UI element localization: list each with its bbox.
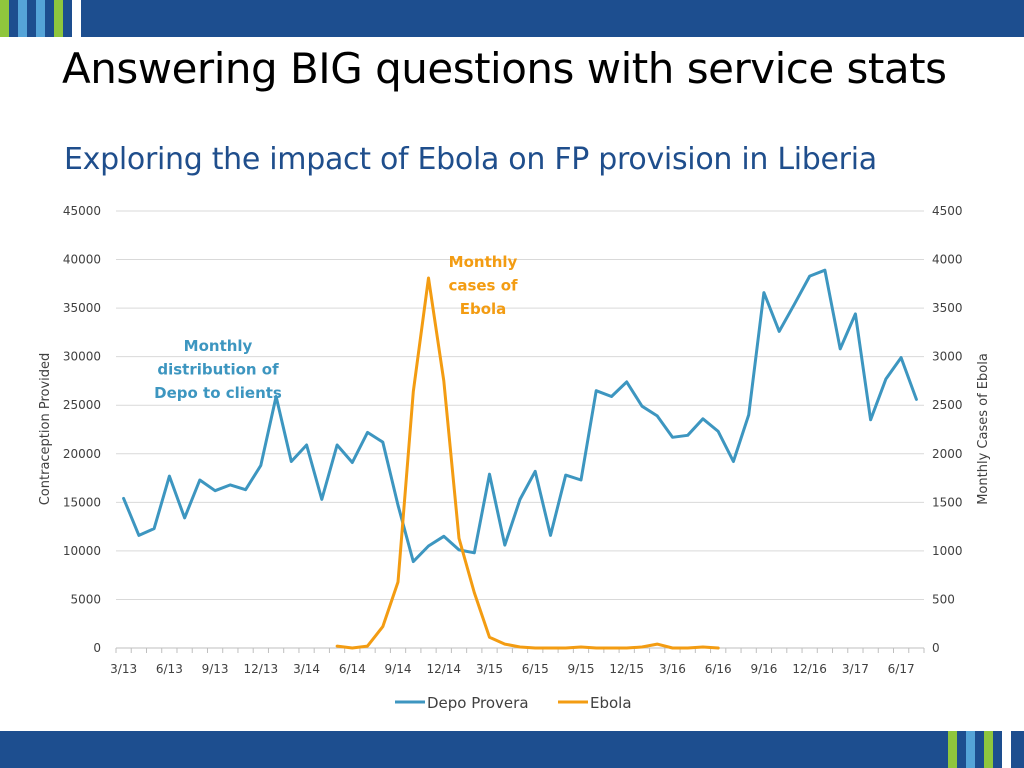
x-tick-label: 3/13 bbox=[110, 662, 137, 676]
x-tick-label: 12/16 bbox=[792, 662, 827, 676]
y2-tick-label: 1000 bbox=[932, 544, 963, 558]
top-banner bbox=[0, 0, 1024, 37]
y2-tick-label: 1500 bbox=[932, 495, 963, 509]
bottom-stripe-4 bbox=[1002, 731, 1011, 768]
bottom-stripe-3 bbox=[984, 731, 993, 768]
annotation-depo-line: Monthly bbox=[184, 337, 253, 355]
x-axis: 3/13 6/13 9/13 12/13 3/14 6/14 9/14 12/14 3/15 6/… bbox=[110, 647, 925, 676]
series-line-depo-provera bbox=[122, 268, 918, 564]
right-axis-ticks: 0 500 1000 1500 2000 2500 3000 3500 4000 4500 bbox=[932, 204, 963, 655]
annotation-depo-line: distribution of bbox=[157, 361, 279, 379]
bottom-stripe-2 bbox=[966, 731, 975, 768]
x-tick-label: 6/16 bbox=[705, 662, 732, 676]
y-tick-label: 10000 bbox=[63, 544, 101, 558]
x-tick-label: 9/14 bbox=[385, 662, 412, 676]
annotation-ebola-line: cases of bbox=[448, 277, 518, 295]
y-tick-label: 15000 bbox=[63, 495, 101, 509]
y2-tick-label: 2000 bbox=[932, 447, 963, 461]
x-tick-label: 9/16 bbox=[750, 662, 777, 676]
x-tick-label: 9/13 bbox=[202, 662, 229, 676]
x-tick-label: 6/14 bbox=[339, 662, 366, 676]
y2-tick-label: 4500 bbox=[932, 204, 963, 218]
chart-title: Exploring the impact of Ebola on FP prov… bbox=[64, 142, 877, 177]
right-axis-label: Monthly Cases of Ebola bbox=[976, 353, 991, 505]
y-tick-label: 20000 bbox=[63, 447, 101, 461]
y2-tick-label: 3500 bbox=[932, 301, 963, 315]
x-tick-label: 3/16 bbox=[659, 662, 686, 676]
slide-title: Answering BIG questions with service sta… bbox=[62, 44, 947, 93]
bottom-banner bbox=[0, 731, 1024, 768]
x-tick-label: 6/17 bbox=[888, 662, 915, 676]
y-tick-label: 35000 bbox=[63, 301, 101, 315]
y-tick-label: 5000 bbox=[70, 592, 101, 606]
annotation-depo-line: Depo to clients bbox=[154, 384, 282, 402]
y-tick-label: 25000 bbox=[63, 398, 101, 412]
bottom-stripe-1 bbox=[948, 731, 957, 768]
annotation-ebola-line: Monthly bbox=[449, 253, 518, 271]
x-tick-label: 3/15 bbox=[476, 662, 503, 676]
x-tick-label: 3/17 bbox=[842, 662, 869, 676]
top-stripe-2 bbox=[18, 0, 27, 37]
legend: Depo Provera Ebola bbox=[395, 694, 632, 712]
y2-tick-label: 500 bbox=[932, 592, 955, 606]
legend-label-depo-provera: Depo Provera bbox=[427, 694, 529, 712]
gridlines bbox=[116, 210, 924, 600]
series-line-ebola bbox=[335, 276, 720, 650]
left-axis-ticks: 0 5000 10000 15000 20000 25000 30000 35000 40000… bbox=[63, 204, 101, 655]
y-tick-label: 30000 bbox=[63, 350, 101, 364]
x-tick-label: 12/13 bbox=[244, 662, 279, 676]
x-tick-label: 6/13 bbox=[156, 662, 183, 676]
annotations: Monthly distribution of Depo to clients Mon… bbox=[154, 253, 518, 402]
top-stripe-4 bbox=[54, 0, 63, 37]
y2-tick-label: 2500 bbox=[932, 398, 963, 412]
y2-tick-label: 3000 bbox=[932, 350, 963, 364]
x-tick-label: 6/15 bbox=[522, 662, 549, 676]
x-tick-label: 12/15 bbox=[609, 662, 644, 676]
top-stripe-3 bbox=[36, 0, 45, 37]
series-lines bbox=[122, 268, 918, 650]
x-tick-label: 9/15 bbox=[568, 662, 595, 676]
y2-tick-label: 0 bbox=[932, 641, 940, 655]
legend-label-ebola: Ebola bbox=[590, 694, 632, 712]
y-tick-label: 40000 bbox=[63, 253, 101, 267]
y2-tick-label: 4000 bbox=[932, 253, 963, 267]
y-tick-label: 45000 bbox=[63, 204, 101, 218]
left-axis-label: Contraception Provided bbox=[38, 353, 53, 506]
x-tick-label: 3/14 bbox=[293, 662, 320, 676]
y-tick-label: 0 bbox=[93, 641, 101, 655]
x-tick-label: 12/14 bbox=[426, 662, 461, 676]
top-stripe-1 bbox=[0, 0, 9, 37]
top-stripe-5 bbox=[72, 0, 81, 37]
annotation-ebola-line: Ebola bbox=[460, 300, 507, 318]
